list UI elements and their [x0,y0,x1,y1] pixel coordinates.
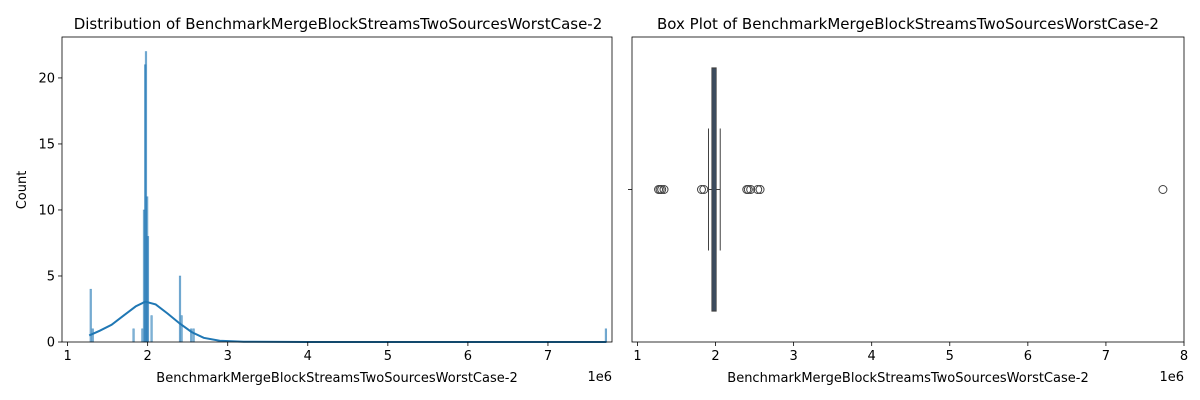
kde-line [88,300,607,343]
boxplot-outlier-4 [696,185,706,194]
histogram-x-tick-label-6: 6 [464,349,472,364]
histogram-title: Distribution of BenchmarkMergeBlockStrea… [74,15,603,33]
boxplot-x-tick-label-2: 2 [711,349,719,364]
histogram-y-tick-label-5: 5 [47,269,55,284]
boxplot-x-label: BenchmarkMergeBlockStreamsTwoSourcesWors… [727,371,1088,386]
histogram-y-tick-label-10: 10 [38,203,55,218]
histogram-bar-13 [192,328,195,343]
boxplot-frame [631,36,1185,343]
boxplot-x-tick-label-6: 6 [1024,349,1032,364]
boxplot-outlier-5 [699,185,709,194]
histogram-x-tick-label-1: 1 [63,349,71,364]
histogram-bar-14 [604,328,608,343]
boxplot-x-tick-label-3: 3 [789,349,797,364]
histogram-y-ticks: 0 5 10 15 20 [38,71,62,351]
histogram-frame [61,36,613,343]
histogram-bar-2 [132,328,135,343]
histogram-x-tick-label-5: 5 [384,349,392,364]
boxplot-outlier-11 [1158,185,1168,194]
boxplot-x-tick-label-1: 1 [633,349,641,364]
histogram-bar-9 [150,315,153,343]
histogram-bar-8 [146,236,150,343]
boxplot-outlier-10 [755,185,765,194]
histogram-x-offset-label: 1e6 [587,370,612,385]
boxplot-x-tick-label-8: 8 [1180,349,1188,364]
histogram-y-tick-label-15: 15 [38,137,55,152]
boxplot-x-tick-label-7: 7 [1102,349,1110,364]
histogram-x-ticks: 1 2 3 4 5 6 7 [63,342,552,364]
boxplot-outlier-2 [657,185,667,194]
boxplot-outlier-8 [746,185,756,194]
boxplot-panel: Box Plot of BenchmarkMergeBlockStreamsTw… [628,15,1188,386]
histogram-y-label: Count [15,171,30,210]
histogram-y-tick-label-20: 20 [38,71,55,86]
boxplot-outliers [654,185,1168,194]
boxplot-x-ticks: 1 2 3 4 5 6 7 8 [633,342,1188,364]
histogram-y-tick-label-0: 0 [47,336,55,351]
boxplot-x-tick-label-4: 4 [868,349,876,364]
histogram-panel: Distribution of BenchmarkMergeBlockStrea… [15,15,613,386]
histogram-x-tick-label-4: 4 [304,349,312,364]
histogram-x-tick-label-2: 2 [144,349,152,364]
boxplot-outlier-9 [753,185,763,194]
histogram-bar-1 [91,328,94,343]
boxplot-x-tick-label-5: 5 [946,349,954,364]
boxplot-x-offset-label: 1e6 [1159,370,1184,385]
histogram-x-tick-label-3: 3 [224,349,232,364]
boxplot-title: Box Plot of BenchmarkMergeBlockStreamsTw… [657,15,1159,33]
boxplot-outlier-3 [659,185,669,194]
histogram-x-label: BenchmarkMergeBlockStreamsTwoSourcesWors… [156,371,517,386]
histogram-bar-11 [180,315,183,343]
boxplot-outlier-7 [743,185,753,194]
boxplot-body [708,67,721,312]
histogram-x-tick-label-7: 7 [544,349,552,364]
